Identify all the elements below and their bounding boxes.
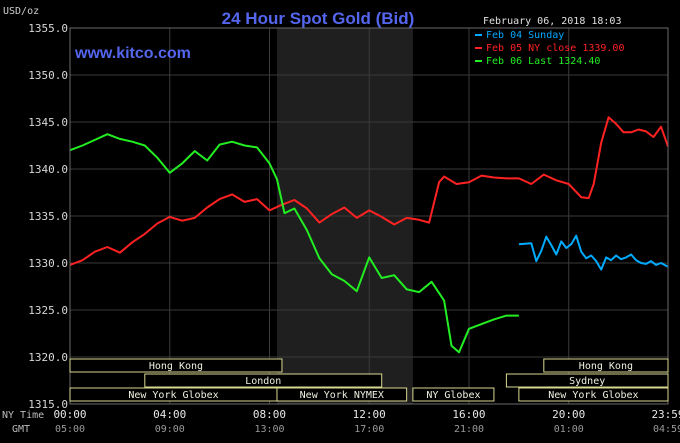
y-axis-ticks: 1355.0 1350.0 1345.0 1340.0 1335.0 1330.0 1325…: [28, 22, 68, 411]
y-tick-label: 1315.0: [28, 398, 68, 411]
y-tick-label: 1345.0: [28, 116, 68, 129]
session-box: [543, 358, 669, 373]
y-tick-label: 1350.0: [28, 69, 68, 82]
x-tick-label-ny: 20:00: [552, 408, 585, 421]
session-box: [144, 373, 383, 388]
session-box: [505, 373, 669, 388]
y-tick-label: 1325.0: [28, 304, 68, 317]
session-label: London: [245, 376, 281, 387]
session-label: New York Globex: [548, 390, 638, 401]
session-label: Hong Kong: [149, 361, 203, 372]
session-box: [276, 387, 408, 402]
plot-frame: [69, 27, 669, 405]
x-tick-label-gmt: 13:00: [254, 424, 284, 435]
y-tick-label: 1340.0: [28, 163, 68, 176]
y-tick-label: 1355.0: [28, 22, 68, 35]
x-tick-label-gmt: 05:00: [55, 424, 85, 435]
gmt-label: GMT: [12, 424, 30, 435]
session-label: NY Globex: [426, 390, 480, 401]
y-tick-label: 1330.0: [28, 257, 68, 270]
series-line: [518, 234, 669, 271]
session-box: [412, 387, 495, 402]
x-tick-label-ny: 08:00: [253, 408, 286, 421]
x-axis-ticks: 00:00 05:00 04:00 09:00 08:00 13:00 12:00 17:00…: [53, 408, 680, 435]
x-tick-label-gmt: 04:59: [653, 424, 680, 435]
session-label: New York Globex: [128, 390, 218, 401]
chart-title: 24 Hour Spot Gold (Bid): [222, 9, 415, 28]
x-tick-label-ny: 04:00: [153, 408, 186, 421]
session-label: New York NYMEX: [300, 390, 384, 401]
x-tick-label-gmt: 17:00: [354, 424, 384, 435]
legend-entry: Feb 06 Last 1324.40: [486, 56, 600, 67]
session-box: [69, 358, 283, 373]
session-box: [518, 387, 669, 402]
session-label: Hong Kong: [579, 361, 633, 372]
series-line: [69, 133, 519, 354]
series-line: [69, 116, 669, 266]
x-tick-label-ny: 12:00: [353, 408, 386, 421]
x-tick-label-gmt: 01:00: [554, 424, 584, 435]
x-tick-label-gmt: 21:00: [454, 424, 484, 435]
y-tick-label: 1320.0: [28, 351, 68, 364]
y-tick-label: 1335.0: [28, 210, 68, 223]
x-tick-label-gmt: 09:00: [155, 424, 185, 435]
session-label: Sydney: [569, 376, 605, 387]
series-layer: [69, 116, 669, 354]
market-sessions: Hong Kong London New York Globex New York N…: [69, 358, 669, 402]
unit-label: USD/oz: [3, 6, 39, 17]
x-tick-label-ny: 23:59: [651, 408, 680, 421]
chart-timestamp: February 06, 2018 18:03: [483, 16, 621, 27]
legend-entry: Feb 04 Sunday: [486, 30, 564, 41]
ny-time-label: NY Time: [2, 410, 44, 421]
legend-entry: Feb 05 NY close 1339.00: [486, 43, 624, 54]
site-watermark: www.kitco.com: [74, 45, 191, 62]
x-tick-label-ny: 00:00: [53, 408, 86, 421]
legend: Feb 04 Sunday Feb 05 NY close 1339.00 Feb …: [475, 30, 624, 67]
x-tick-label-ny: 16:00: [452, 408, 485, 421]
